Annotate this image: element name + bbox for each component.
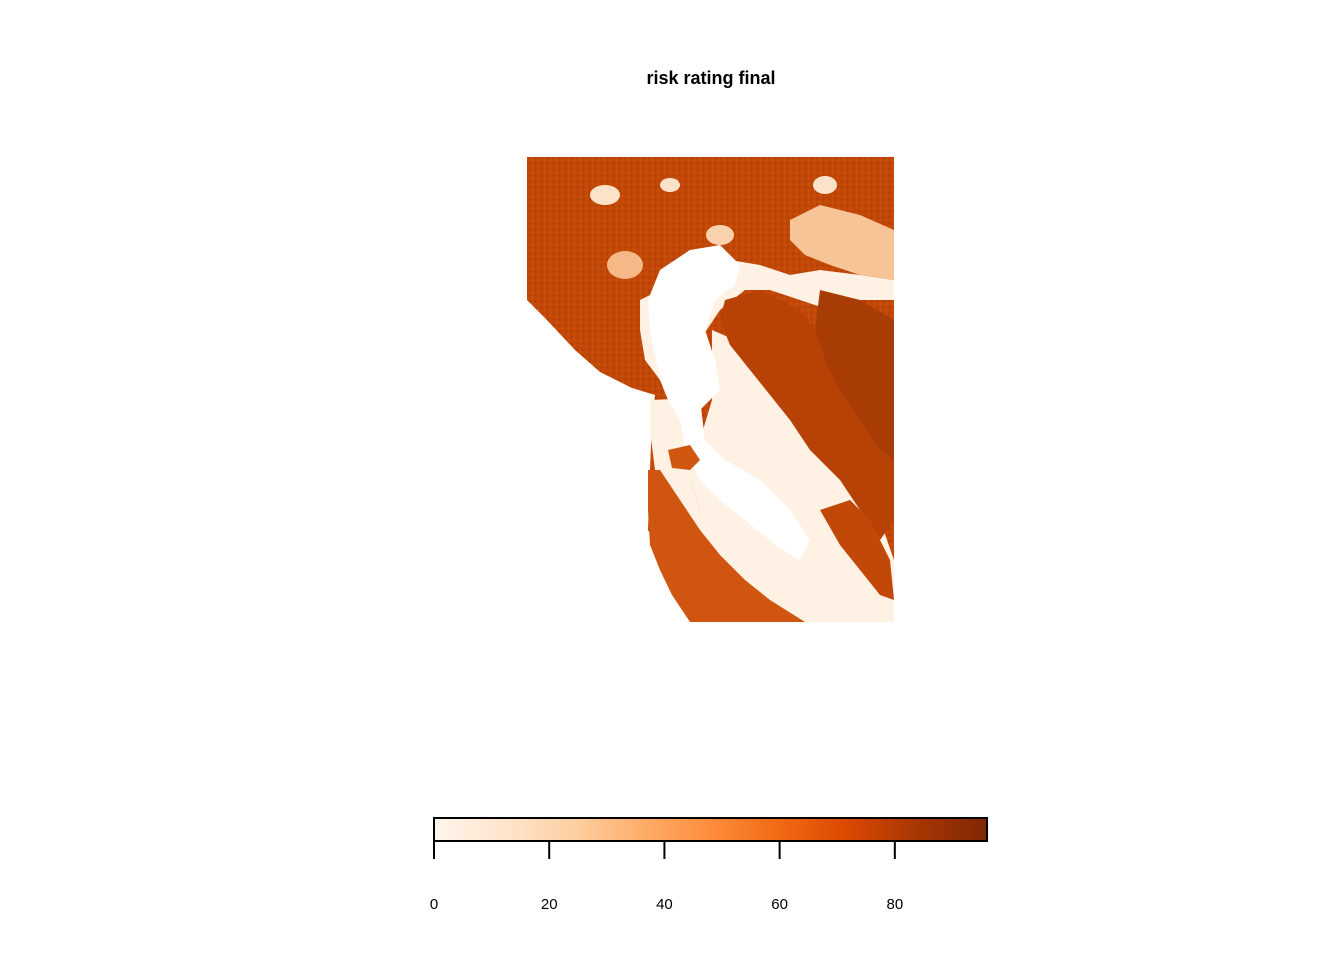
san-bruno-hill: [668, 445, 700, 470]
ocean-area: [527, 300, 690, 622]
low-risk-urban-east-bay: [690, 330, 894, 622]
risk-raster: [527, 157, 894, 622]
delta-low-risk: [790, 205, 894, 280]
diablo-range: [815, 290, 894, 460]
north-clearing-1: [590, 185, 620, 205]
north-clearing-2: [660, 178, 680, 192]
legend-tick-label: 20: [540, 896, 558, 913]
legend-bar: [433, 817, 988, 842]
vallejo-urban: [706, 225, 734, 245]
legend-tick-label: 80: [886, 896, 904, 913]
color-legend: [433, 817, 988, 859]
santa-cruz-mountains: [648, 470, 805, 622]
southeast-hills: [820, 500, 894, 600]
east-bay-hills: [720, 290, 894, 540]
sf-bay-water: [648, 245, 810, 560]
novato-urban: [607, 251, 643, 279]
legend-tick-label: 40: [656, 896, 673, 913]
legend-ticks: [433, 841, 896, 859]
legend-tick-label: 60: [771, 896, 788, 913]
north-clearing-3: [813, 176, 837, 194]
legend-tick-label: 0: [429, 896, 439, 913]
map-title: risk rating final: [646, 68, 776, 88]
